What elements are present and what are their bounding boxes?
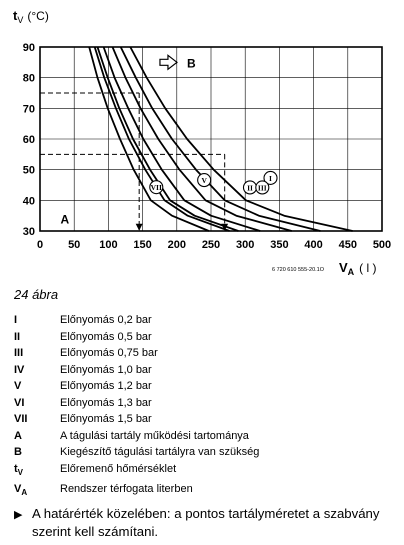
legend-text: Előnyomás 0,75 bar (60, 347, 158, 359)
y-tick-label: 50 (23, 165, 35, 177)
note-text: A határérték közelében: a pontos tartály… (32, 506, 380, 539)
legend-key: VA (14, 483, 28, 498)
x-tick-label: 50 (68, 239, 80, 251)
legend-text: Előnyomás 0,2 bar (60, 314, 152, 326)
region-label-b: B (187, 56, 196, 70)
chart-grid (40, 47, 382, 231)
legend-text: Rendszer térfogata literben (60, 483, 193, 496)
legend-row: VI Előnyomás 1,3 bar (14, 395, 259, 412)
x-tick-label: 450 (339, 239, 357, 251)
legend-key: IV (14, 363, 25, 376)
curve-label-i: I (263, 170, 278, 185)
chart-axes: 0 50 100 150 200 250 300 350 400 450 500 30 40 50 60 70… (13, 8, 391, 277)
y-axis-title: tV (°C) (13, 8, 49, 25)
hollow-right-arrow-icon (159, 54, 178, 71)
y-tick-label: 40 (23, 195, 35, 207)
y-tick-label: 60 (23, 134, 35, 146)
legend-text: Előnyomás 1,5 bar (60, 413, 152, 425)
legend: I Előnyomás 0,2 bar II Előnyomás 0,5 bar III… (14, 312, 259, 502)
legend-text: A tágulási tartály működési tartománya (60, 429, 249, 442)
y-tick-label: 90 (23, 42, 35, 54)
y-tick-label: 80 (23, 73, 35, 85)
legend-key: A (14, 429, 22, 442)
legend-key: B (14, 446, 22, 458)
legend-text: Előnyomás 0,5 bar (60, 330, 152, 343)
triangle-bullet-icon: ▶ (14, 509, 23, 521)
x-axis-title: VA( l ) (339, 260, 377, 277)
legend-key: III (14, 347, 24, 359)
x-tick-label: 0 (37, 239, 43, 251)
curve-label-iii: III (255, 180, 270, 195)
curve-label-circle (263, 170, 278, 185)
legend-row: A A tágulási tartály működési tartománya (14, 428, 259, 445)
curve-label-circle (255, 180, 270, 195)
x-tick-label: 300 (236, 239, 254, 251)
legend-text: Előnyomás 1,0 bar (60, 363, 152, 376)
note: ▶ A határérték közelében: a pontos tartá… (14, 505, 398, 541)
legend-key: V (14, 380, 22, 392)
legend-row: II Előnyomás 0,5 bar (14, 329, 259, 346)
y-tick-label: 70 (23, 103, 35, 115)
curve-label-text: III (258, 183, 267, 192)
curve-label-ii: II (242, 180, 258, 195)
legend-text: Előremenő hőmérséklet (60, 462, 177, 475)
legend-key: VI (14, 396, 25, 409)
legend-row: I Előnyomás 0,2 bar (14, 312, 259, 329)
legend-text: Kiegészítő tágulási tartályra van szüksé… (60, 446, 260, 458)
legend-row: III Előnyomás 0,75 bar (14, 345, 259, 362)
curve-label-vii: VII (149, 180, 164, 195)
plot-frame (39, 46, 383, 232)
legend-text: Előnyomás 1,2 bar (60, 380, 152, 392)
curve-label-text: I (269, 174, 272, 183)
legend-key: VII (14, 413, 28, 425)
curve-vii (88, 46, 210, 232)
region-label-a: A (61, 213, 70, 227)
legend-key: II (14, 330, 21, 343)
legend-row: V Előnyomás 1,2 bar (14, 378, 259, 395)
curve-label-text: V (201, 176, 207, 185)
x-tick-label: 350 (270, 239, 288, 251)
x-tick-label: 500 (373, 239, 391, 251)
legend-row: tV Előremenő hőmérséklet (14, 461, 259, 482)
curve-label-circle (149, 180, 164, 195)
curve-label-v: V (197, 173, 212, 188)
legend-row: B Kiegészítő tágulási tartályra van szüks… (14, 444, 259, 461)
x-tick-label: 250 (202, 239, 220, 251)
x-tick-label: 150 (133, 239, 151, 251)
chart-guides (40, 92, 229, 231)
legend-key: tV (14, 462, 24, 477)
legend-row: IV Előnyomás 1,0 bar (14, 362, 259, 379)
legend-row: VII Előnyomás 1,5 bar (14, 411, 259, 428)
chart: 0 50 100 150 200 250 300 350 400 450 500 30 40 50 60 70… (13, 8, 391, 277)
curve-v (96, 46, 239, 232)
legend-row: VA Rendszer térfogata literben (14, 481, 259, 502)
doc-code: 6 720 610 555-20.1O (272, 267, 325, 273)
x-tick-label: 400 (304, 239, 322, 251)
legend-key: I (14, 314, 18, 326)
figure-caption: 24 ábra (14, 287, 59, 302)
legend-text: Előnyomás 1,3 bar (60, 396, 152, 409)
curve-label-circle (197, 173, 212, 188)
curve-label-text: II (247, 183, 253, 192)
x-tick-label: 200 (168, 239, 186, 251)
curve-label-text: VII (151, 183, 162, 192)
y-tick-label: 30 (23, 226, 35, 238)
x-tick-label: 100 (99, 239, 117, 251)
